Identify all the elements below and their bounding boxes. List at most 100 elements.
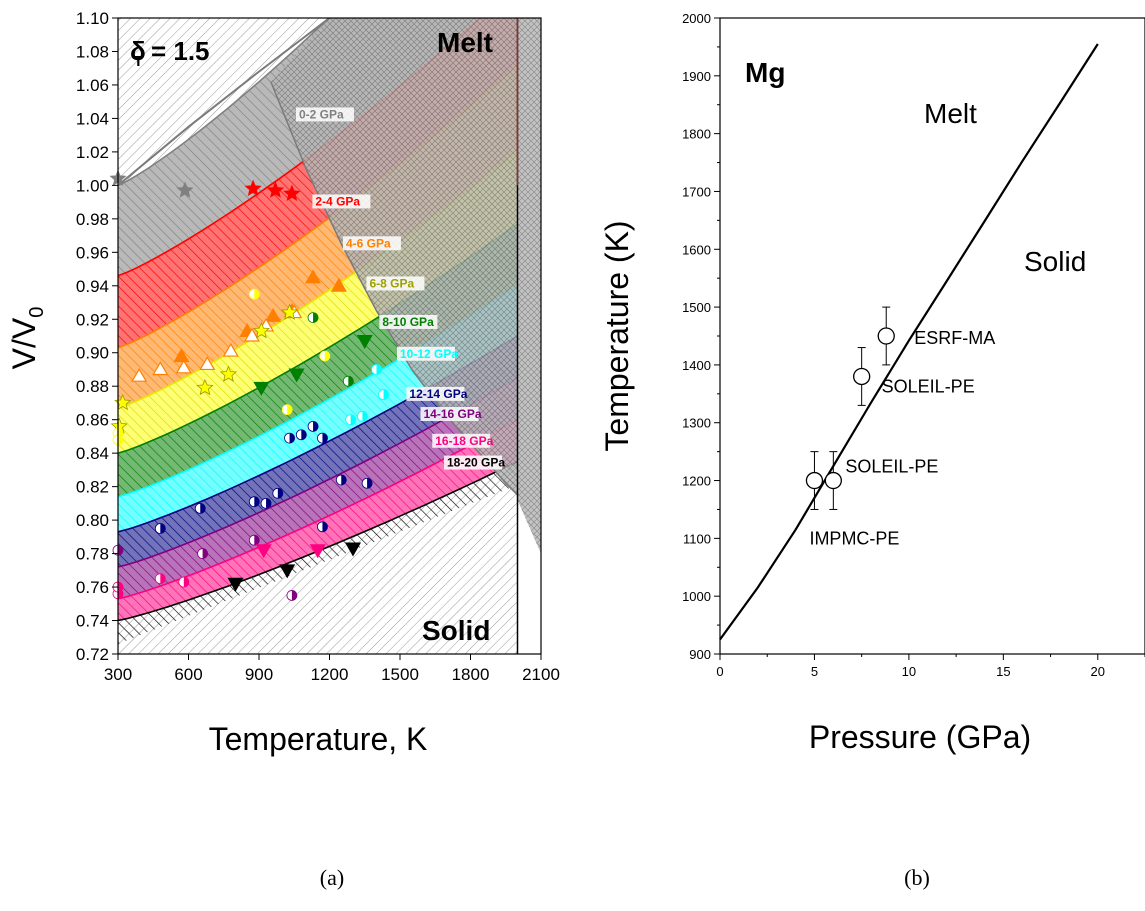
y-tick-label: 1.02: [76, 143, 109, 162]
half-circle-fill: [322, 433, 328, 444]
isobar-label-bg: [432, 433, 491, 448]
triangle-down-marker: [279, 564, 296, 579]
half-circle-fill: [254, 535, 260, 546]
half-circle-fill: [118, 582, 123, 593]
y-tick-label: 2000: [682, 11, 711, 26]
triangle-marker: [330, 277, 347, 292]
triangle-down-marker: [288, 368, 305, 383]
half-circle-fill: [341, 474, 347, 485]
isobar-band: [118, 336, 518, 567]
triangle-marker: [305, 269, 322, 284]
x-tick-label: 1200: [311, 665, 349, 684]
y-tick-label: 0.74: [76, 612, 109, 631]
x-tick-label: 1500: [381, 665, 419, 684]
isobar-label-bg: [444, 455, 502, 470]
isobar-label-bg: [397, 346, 455, 361]
isobar-label: 18-20 GPa: [447, 456, 505, 470]
delta-value: = 1.5: [151, 36, 210, 66]
melting-curve-line: [719, 43, 1099, 641]
melt-boundary: [270, 81, 519, 496]
star-marker: [176, 181, 194, 198]
x-tick-label: 20: [1091, 664, 1105, 679]
isobar-label-bg: [295, 107, 354, 122]
panel-a-melt-label: Melt: [437, 27, 493, 58]
x-tick-label: 0: [716, 664, 723, 679]
isobar-label-bg: [342, 236, 401, 251]
low-pressure-region: [118, 18, 518, 186]
y-tick-label: 0.84: [76, 444, 109, 463]
half-circle-fill: [322, 521, 328, 532]
y-tick-label: 900: [689, 647, 711, 662]
caption-b: (b): [904, 865, 930, 890]
panel-b-melting-curve: [719, 43, 1099, 641]
delta-symbol: δ: [130, 36, 146, 66]
half-circle-fill: [287, 404, 293, 415]
isobar-label: 14-16 GPa: [424, 407, 482, 421]
half-circle-fill: [383, 389, 389, 400]
y-tick-label: 0.82: [76, 478, 109, 497]
x-tick-label: 5: [811, 664, 818, 679]
star-marker: [280, 303, 299, 320]
half-circle-fill: [160, 573, 166, 584]
panel-b-title: Mg: [745, 57, 785, 88]
isobar-label: 8-10 GPa: [382, 315, 434, 329]
y-tick-label: 0.80: [76, 511, 109, 530]
x-tick-label: 600: [174, 665, 202, 684]
y-tick-label: 1.10: [76, 9, 109, 28]
ylabel-main: V/V: [6, 317, 42, 369]
point-label: SOLEIL-PE: [882, 376, 975, 396]
half-circle-fill: [183, 577, 189, 588]
y-tick-label: 1600: [682, 242, 711, 257]
panel-b-y-ticks: 900 1000 1100 1200 1300 1400 1500 1600 1700 1800 1…: [682, 11, 720, 662]
y-tick-label: 0.88: [76, 377, 109, 396]
triangle-down-marker: [253, 381, 270, 396]
data-point: [877, 327, 895, 345]
half-circle-fill: [301, 429, 307, 440]
x-tick-label: 2100: [522, 665, 560, 684]
half-circle-fill: [350, 414, 356, 425]
y-tick-label: 0.92: [76, 310, 109, 329]
triangle-down-marker: [227, 577, 244, 592]
point-label: ESRF-MA: [914, 328, 995, 348]
triangle-open-marker: [199, 356, 216, 371]
melt-curve: [118, 18, 332, 187]
panel-a-x-axis-title: Temperature, K: [209, 721, 428, 757]
isobar-line: [118, 18, 330, 187]
y-tick-label: 0.78: [76, 545, 109, 564]
y-tick-label: 1.04: [76, 109, 109, 128]
panel-b-x-ticks: 0 5 10 15 20: [716, 654, 1145, 679]
y-tick-label: 1.06: [76, 76, 109, 95]
half-circle-fill: [254, 289, 260, 300]
data-point: [805, 471, 824, 490]
isobar-label-bg: [420, 407, 479, 422]
panel-a-isobar-labels: 0-2 GPa 2-4 GPa 4-6 GPa 6-8 GPa 8-10 GPa 10-1…: [295, 107, 505, 470]
panel-b-x-axis-title: Pressure (GPa): [809, 719, 1031, 755]
isobar-label: 12-14 GPa: [409, 387, 467, 401]
panel-b-y-axis-title: Temperature (K): [599, 220, 635, 451]
y-tick-label: 0.98: [76, 210, 109, 229]
star-marker: [266, 181, 285, 198]
y-tick-label: 1900: [682, 69, 711, 84]
caption-a: (a): [320, 865, 344, 890]
star-marker: [244, 179, 262, 197]
half-circle-fill: [160, 523, 166, 534]
y-tick-label: 0.72: [76, 645, 109, 664]
ylabel-sub: 0: [26, 307, 48, 318]
isobar-band: [118, 285, 518, 532]
y-tick-label: 1200: [682, 474, 711, 489]
x-tick-label: 300: [104, 665, 132, 684]
y-tick-label: 0.94: [76, 277, 109, 296]
y-tick-label: 0.96: [76, 243, 109, 262]
isobar-band: [118, 151, 518, 454]
triangle-marker: [173, 348, 190, 363]
panel-b-melt-label: Melt: [924, 98, 977, 129]
y-tick-label: 1100: [683, 531, 711, 546]
y-tick-label: 1400: [682, 358, 711, 373]
half-circle-fill: [313, 421, 319, 432]
panel-b-data-points: ESRF-MA SOLEIL-PE SOLEIL-PE IMPMC-PE: [805, 306, 995, 549]
half-circle-fill: [367, 478, 373, 489]
point-label: IMPMC-PE: [809, 529, 899, 549]
y-tick-label: 1300: [682, 416, 711, 431]
triangle-down-marker: [309, 544, 326, 559]
star-marker: [196, 378, 214, 396]
